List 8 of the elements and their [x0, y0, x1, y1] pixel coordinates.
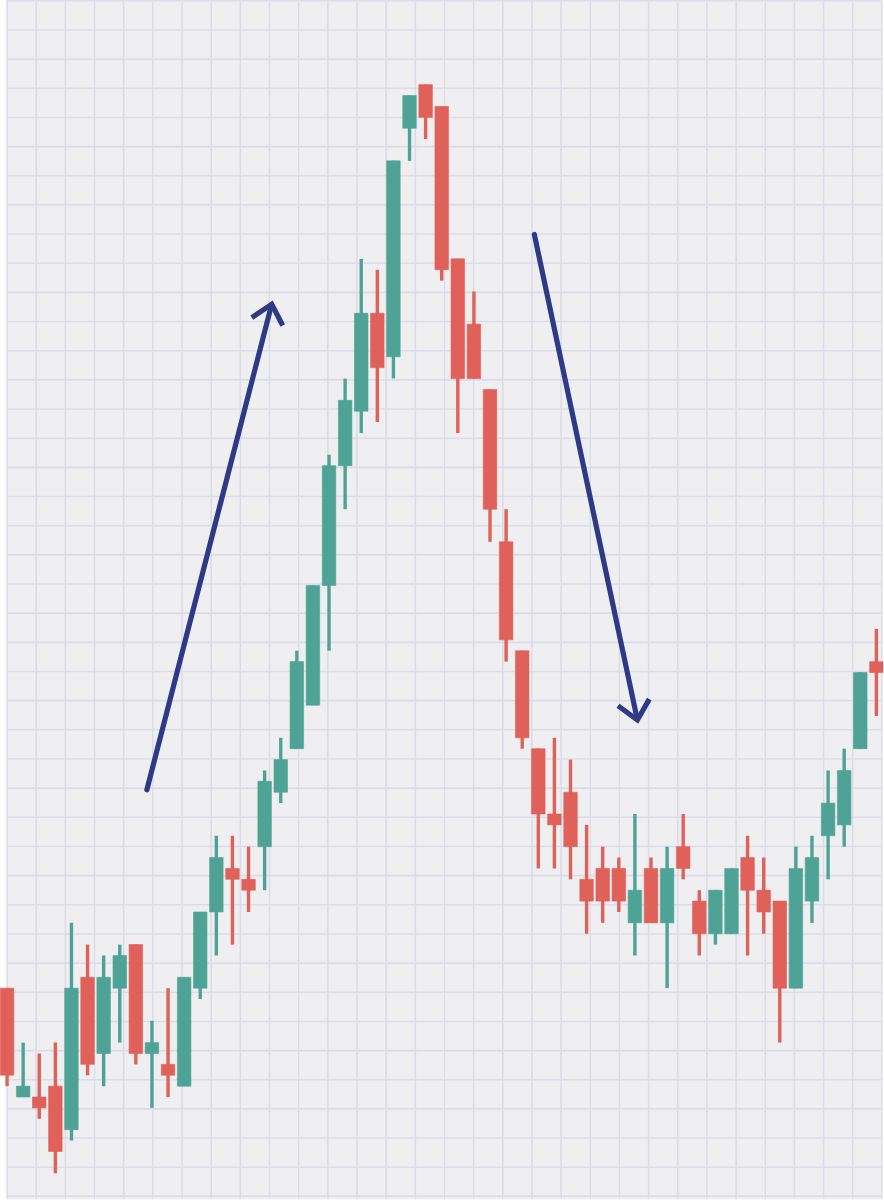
candlestick [869, 627, 884, 718]
candlestick [161, 986, 176, 1099]
candlestick [692, 888, 707, 958]
candlestick [676, 812, 691, 882]
candlestick [402, 93, 417, 163]
candlestick [145, 1019, 160, 1110]
candlestick [16, 1040, 31, 1099]
candlestick [628, 812, 643, 958]
